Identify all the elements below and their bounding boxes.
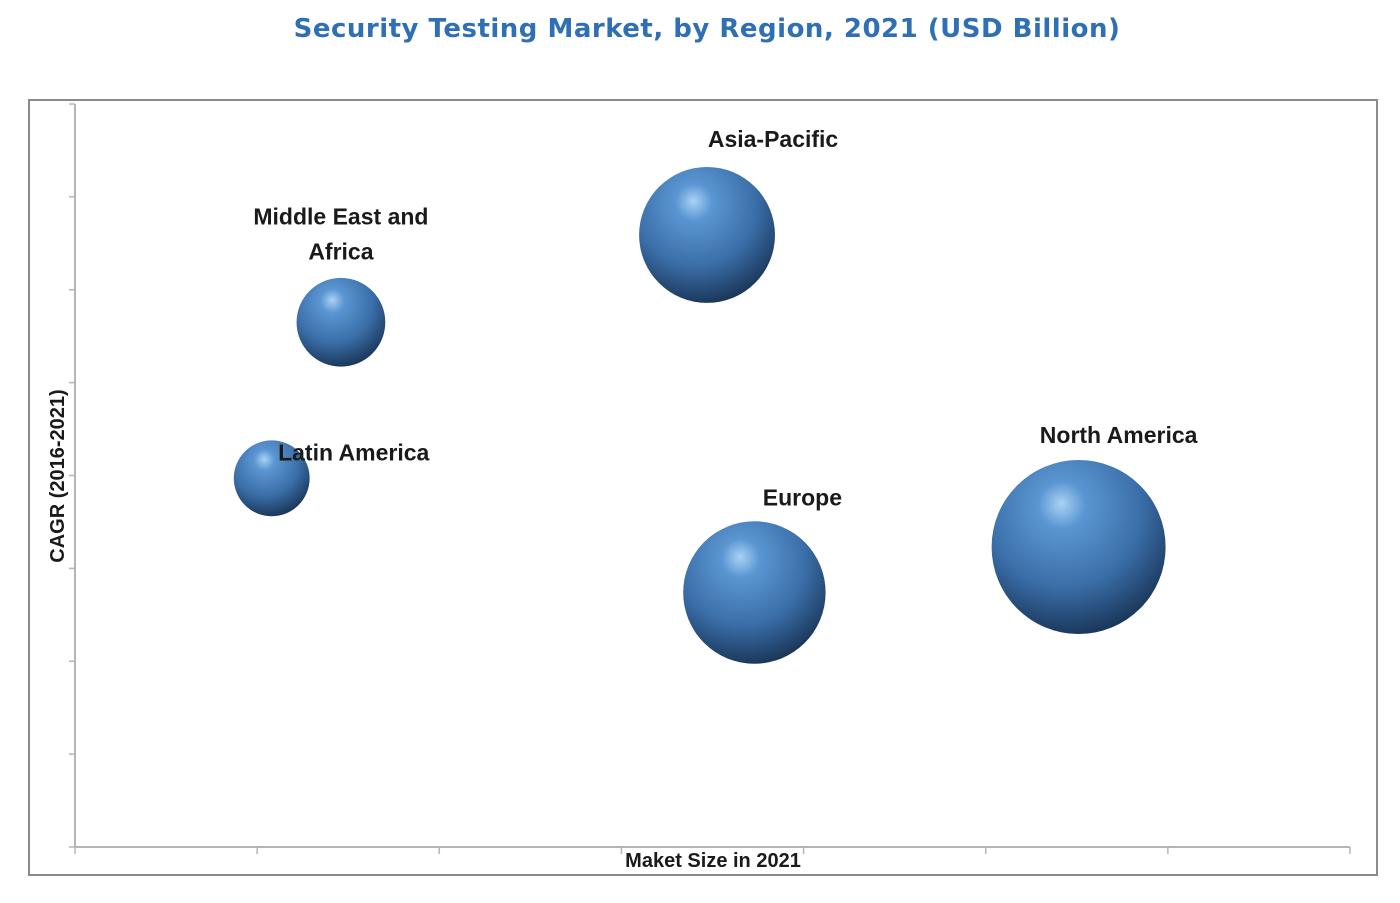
data-label-middle-east-and-africa: Africa	[308, 238, 373, 264]
data-label-middle-east-and-africa: Middle East and	[253, 203, 428, 229]
data-label-europe: Europe	[763, 485, 842, 511]
bubble-europe	[683, 521, 826, 664]
chart-title: Security Testing Market, by Region, 2021…	[293, 14, 1121, 44]
bubble-middle-east-and-africa	[296, 277, 386, 367]
data-label-asia-pacific: Asia-Pacific	[708, 126, 839, 152]
y-axis-label: CAGR (2016-2021)	[47, 389, 69, 562]
bubble-asia-pacific	[639, 167, 775, 303]
chart-frame	[28, 99, 1378, 876]
x-axis-label: Maket Size in 2021	[625, 850, 801, 872]
bubble-latin-america	[233, 440, 310, 517]
bubble-north-america	[991, 460, 1166, 635]
data-label-north-america: North America	[1040, 422, 1198, 448]
data-label-latin-america: Latin America	[278, 439, 429, 465]
